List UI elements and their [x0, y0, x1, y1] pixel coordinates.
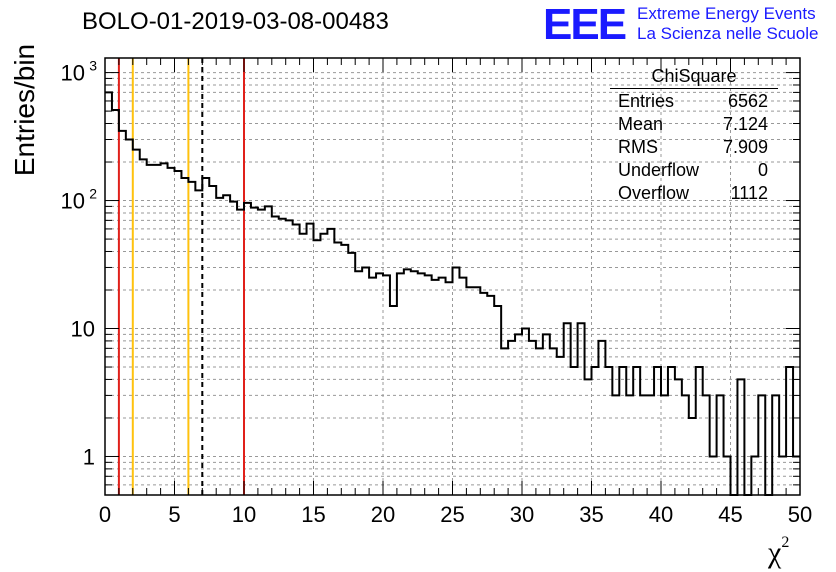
org-name-line2: La Scienza nelle Scuole: [637, 24, 819, 43]
stats-row-underflow: Underflow 0: [610, 159, 778, 182]
stats-value: 7.909: [722, 137, 768, 157]
stats-row-entries: Entries 6562: [610, 90, 778, 113]
x-tick-label: 5: [168, 502, 180, 527]
x-tick-label: 45: [718, 502, 742, 527]
run-title: BOLO-01-2019-03-08-00483: [82, 8, 389, 35]
stats-label: Entries: [618, 91, 675, 111]
x-axis-label-superscript: 2: [781, 534, 790, 551]
x-tick-label: 40: [649, 502, 673, 527]
eee-logo: EEE: [543, 0, 627, 49]
stats-label: Underflow: [618, 160, 700, 180]
stats-row-mean: Mean 7.124: [610, 113, 778, 136]
stats-value: 0: [757, 160, 768, 180]
stats-box-title: ChiSquare: [610, 66, 778, 89]
y-tick-label-exponent: 3: [89, 58, 97, 74]
x-tick-label: 0: [99, 502, 111, 527]
stats-label: Mean: [618, 114, 664, 134]
stats-row-rms: RMS 7.909: [610, 136, 778, 159]
x-tick-label: 30: [510, 502, 534, 527]
stats-value: 6562: [727, 91, 768, 111]
x-tick-label: 10: [232, 502, 256, 527]
histogram-line: [105, 91, 800, 496]
x-tick-label: 25: [440, 502, 464, 527]
y-tick-label: 10: [61, 189, 85, 214]
x-tick-label: 15: [301, 502, 325, 527]
x-axis-label: χ2: [768, 534, 790, 570]
x-tick-label: 20: [371, 502, 395, 527]
org-name-line1: Extreme Energy Events: [637, 4, 816, 23]
x-tick-label: 35: [579, 502, 603, 527]
x-axis-label-symbol: χ: [768, 536, 782, 569]
stats-label: RMS: [618, 137, 658, 157]
stats-row-overflow: Overflow 1112: [610, 182, 778, 205]
x-tick-label: 50: [788, 502, 812, 527]
stats-value: 7.124: [722, 114, 768, 134]
stats-label: Overflow: [618, 183, 690, 203]
stats-value: 1112: [730, 183, 768, 203]
y-tick-label: 1: [83, 444, 95, 469]
y-axis-label: Entries/bin: [9, 43, 40, 177]
stats-box: ChiSquare Entries 6562 Mean 7.124 RMS 7.909…: [610, 66, 778, 205]
y-tick-label: 10: [71, 317, 95, 342]
y-tick-label-exponent: 2: [89, 186, 97, 202]
y-tick-label: 10: [61, 61, 85, 86]
